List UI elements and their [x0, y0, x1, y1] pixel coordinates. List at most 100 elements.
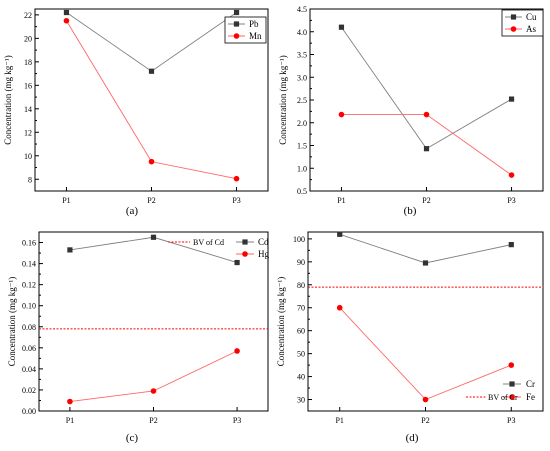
x-tick-label: P3 [507, 416, 515, 425]
series-line-cr [339, 233, 512, 264]
data-point-cr [337, 231, 343, 237]
data-point-hg [150, 388, 157, 394]
plot-frame [38, 231, 269, 412]
y-tick-label: 18 [24, 58, 32, 67]
legend-box [224, 16, 267, 44]
x-tick-label: P3 [233, 416, 241, 425]
data-point-as [423, 111, 430, 118]
y-tick-label: 90 [297, 258, 305, 267]
y-tick-label: 30 [297, 396, 305, 405]
legend-marker [510, 14, 517, 20]
y-axis-label: Concentration (mg kg⁻¹) [276, 277, 286, 366]
legend-label-cd: Cd [258, 237, 269, 247]
y-tick-label: 16 [24, 81, 32, 90]
x-tick-label: P2 [421, 416, 429, 425]
y-tick-label: 1.5 [297, 142, 307, 151]
y-tick-label: 0.02 [22, 386, 36, 395]
legend-marker [233, 21, 240, 27]
y-tick-label: 4.0 [297, 28, 307, 37]
x-tick-label: P1 [335, 416, 343, 425]
series-line-cu [341, 26, 512, 150]
y-tick-label: 0.08 [22, 323, 36, 332]
y-tick-label: 40 [297, 373, 305, 382]
legend-label-reference: BV of Cd [193, 238, 224, 247]
series-line-hg [69, 350, 238, 402]
x-tick-label: P2 [422, 196, 430, 205]
data-point-cd [150, 234, 157, 240]
y-tick-label: 22 [24, 11, 32, 20]
series-line-fe [339, 307, 512, 401]
data-point-fe [336, 304, 343, 311]
y-tick-label: 0.16 [22, 239, 36, 248]
y-tick-label: 80 [297, 281, 305, 290]
legend-marker [509, 394, 515, 400]
y-tick-label: 10 [24, 152, 32, 161]
legend: Cr Fe BV of Cr [466, 379, 535, 402]
data-point-cd [67, 247, 73, 253]
data-point-cd [234, 259, 240, 266]
data-point-cr [422, 260, 429, 266]
y-tick-label: 0.06 [22, 344, 36, 353]
legend-label-cu: Cu [526, 12, 537, 22]
y-tick-label: 20 [24, 34, 32, 43]
data-point-hg [234, 348, 240, 354]
data-point-as [338, 111, 345, 118]
legend-label-fe: Fe [526, 392, 535, 402]
data-point-fe [508, 362, 515, 368]
data-point-as [508, 172, 515, 178]
data-point-mn [148, 158, 155, 165]
legend-label-reference: BV of Cr [488, 393, 518, 402]
data-point-pb [148, 68, 155, 74]
data-point-pb [63, 9, 70, 16]
panel-label: (b) [404, 205, 417, 217]
x-tick-label: P2 [147, 196, 155, 205]
panel-label: (a) [126, 205, 139, 217]
y-tick-label: 0.12 [22, 281, 36, 290]
legend-label-pb: Pb [249, 19, 259, 29]
y-tick-label: 12 [24, 128, 32, 137]
y-tick-label: 60 [297, 327, 305, 336]
y-axis-label: Concentration (mg kg⁻¹) [278, 55, 288, 144]
x-tick-label: P3 [507, 196, 515, 205]
series-line-mn [66, 20, 237, 180]
data-point-mn [63, 17, 70, 24]
y-tick-label: 0.14 [22, 260, 36, 269]
x-tick-label: P1 [66, 416, 74, 425]
y-tick-label: 0.5 [297, 187, 307, 196]
legend-label-as: As [526, 24, 536, 34]
y-tick-label: 1.0 [297, 164, 307, 173]
y-tick-label: 0.04 [22, 365, 36, 374]
legend: BV of Cd Cd Hg [168, 237, 269, 259]
data-point-cu [508, 96, 515, 102]
panel-label: (c) [126, 432, 139, 444]
chart-panel-2: 0.5 1.0 1.5 2.0 2.5 3.0 3.5 4.0 4.5 P1 P2 P3 Concent… [278, 5, 544, 217]
y-tick-label: 50 [297, 350, 305, 359]
y-tick-label: 3.5 [297, 51, 307, 60]
data-point-mn [233, 175, 240, 182]
data-point-cr [508, 242, 514, 248]
y-tick-label: 0.10 [22, 302, 36, 311]
y-tick-label: 2.0 [297, 119, 307, 128]
x-tick-label: P2 [149, 416, 157, 425]
x-tick-label: P3 [232, 196, 240, 205]
y-axis-label: Concentration (mg kg⁻¹) [7, 277, 17, 366]
legend-label-hg: Hg [258, 249, 269, 259]
chart-panel-4: 30 40 50 60 70 80 90 100 P1 P2 P3 Concentration (mg… [276, 231, 544, 444]
data-point-hg [67, 398, 73, 405]
y-tick-label: 8 [28, 175, 32, 184]
legend-marker [242, 251, 248, 257]
panel-label: (d) [406, 432, 419, 444]
legend-marker [233, 33, 240, 39]
legend: Cu As [501, 9, 544, 37]
y-tick-label: 2.5 [297, 96, 307, 105]
series-line-as [341, 114, 512, 176]
chart-panel-1: 8 10 12 14 16 18 20 22 P1 P2 P3 Concentration (mg k… [3, 8, 269, 217]
y-tick-label: 14 [24, 105, 32, 114]
legend-marker [510, 26, 517, 32]
y-tick-label: 0.00 [22, 407, 36, 416]
chart-panel-3: 0.00 0.02 0.04 0.06 0.08 0.10 0.12 0.14 0.16 P1 P2… [7, 231, 269, 444]
x-tick-label: P1 [337, 196, 345, 205]
data-point-fe [422, 396, 429, 403]
y-tick-label: 3.0 [297, 73, 307, 82]
